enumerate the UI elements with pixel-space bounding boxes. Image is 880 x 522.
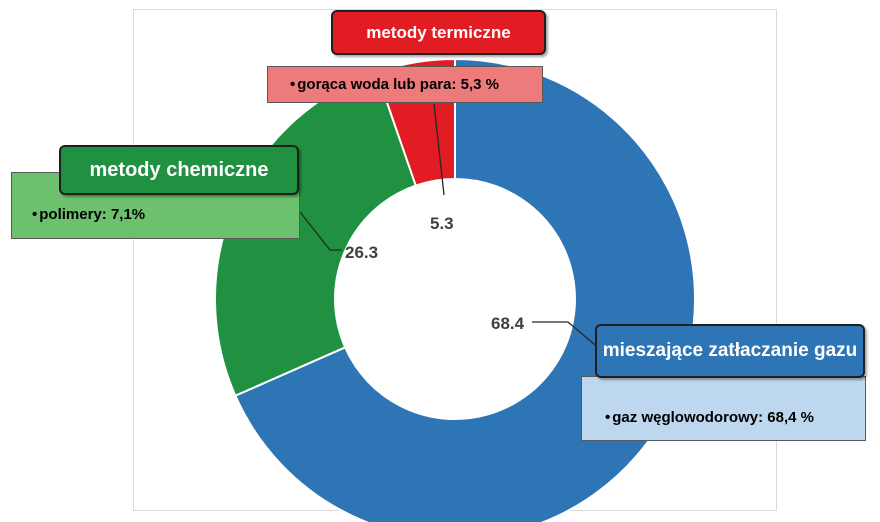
callout-gas-title: mieszające zatłaczanie gazu: [595, 324, 865, 378]
bullet-icon: •: [32, 206, 38, 223]
data-label-gas: 68.4: [491, 314, 525, 333]
callout-gas-item: • gaz węglowodorowy: 68,4 %: [581, 376, 866, 441]
callout-thermal-item-text: gorąca woda lub para: 5,3 %: [297, 76, 499, 93]
slice-gas: [234, 57, 696, 522]
callout-thermal-title-text: metody termiczne: [366, 22, 511, 42]
leader-line-chemical: [299, 211, 342, 251]
bullet-icon: •: [605, 409, 611, 426]
bullet-icon: •: [290, 76, 296, 93]
callout-gas-title-text: mieszające zatłaczanie gazu: [602, 340, 858, 361]
callout-thermal-item: • gorąca woda lub para: 5,3 %: [267, 66, 543, 103]
data-label-chemical: 26.3: [345, 243, 378, 262]
callout-thermal-title: metody termiczne: [331, 10, 546, 55]
callout-chemical-title: metody chemiczne: [59, 145, 299, 195]
callout-chemical-item-text: polimery: 7,1%: [39, 206, 146, 223]
leader-line-thermal: [433, 103, 445, 196]
data-label-thermal: 5.3: [430, 214, 454, 233]
callout-chemical-title-text: metody chemiczne: [89, 158, 269, 181]
leader-line-gas: [532, 321, 608, 356]
callout-gas-item-text: gaz węglowodorowy: 68,4 %: [612, 409, 814, 426]
